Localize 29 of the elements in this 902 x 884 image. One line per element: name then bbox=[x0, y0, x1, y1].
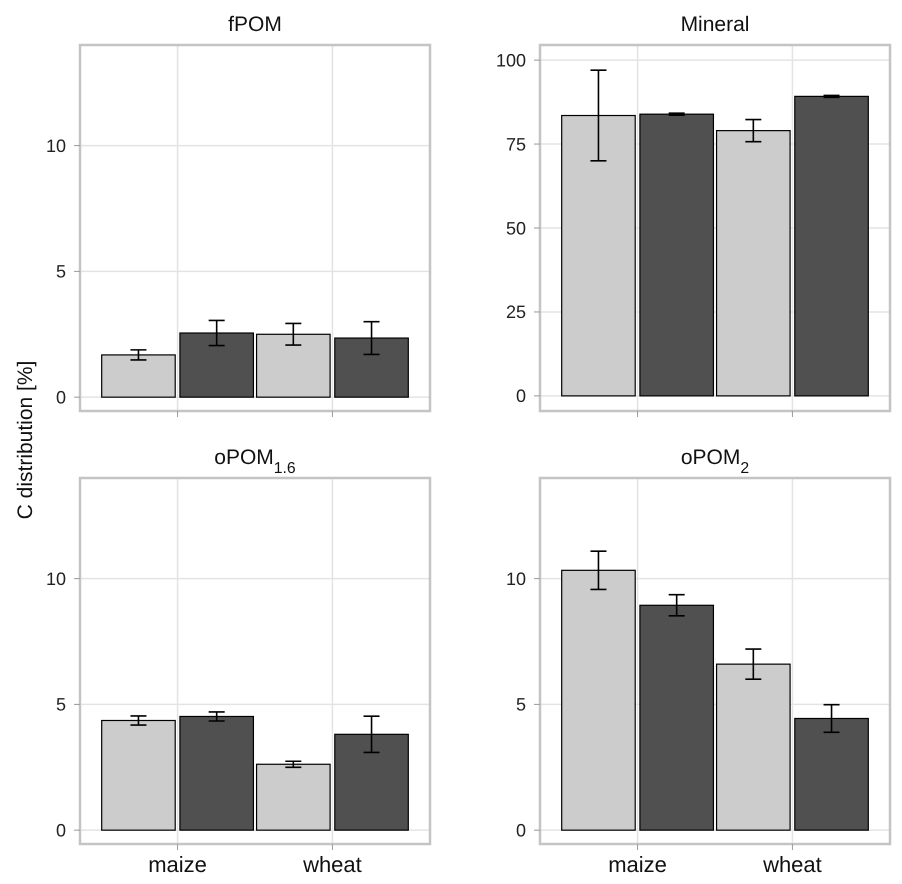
y-tick-label: 0 bbox=[56, 387, 66, 408]
chart-title: fPOM bbox=[228, 13, 282, 36]
chart-title: oPOM$_{1.6}$ bbox=[214, 446, 296, 476]
y-tick-label: 0 bbox=[516, 820, 526, 840]
x-tick-label: wheat bbox=[302, 852, 362, 877]
y-tick-label: 0 bbox=[516, 386, 526, 406]
chart-title: Mineral bbox=[680, 13, 750, 36]
chart-title: oPOM$_{2}$ bbox=[680, 446, 750, 476]
x-tick-label: wheat bbox=[762, 852, 822, 877]
x-tick-label: maize bbox=[148, 852, 207, 877]
y-tick-label: 5 bbox=[516, 694, 526, 715]
y-tick-label: 25 bbox=[506, 302, 526, 322]
x-tick-label: maize bbox=[608, 852, 667, 877]
y-tick-label: 10 bbox=[46, 136, 66, 156]
bar bbox=[794, 96, 869, 396]
y-axis-title: C distribution [%] bbox=[14, 360, 37, 520]
y-tick-label: 75 bbox=[506, 134, 526, 154]
bar bbox=[101, 354, 176, 398]
bar bbox=[639, 114, 714, 396]
bar bbox=[256, 764, 331, 831]
bar bbox=[179, 716, 254, 831]
y-tick-label: 5 bbox=[56, 262, 66, 282]
y-tick-label: 100 bbox=[496, 50, 526, 70]
bar bbox=[101, 720, 176, 831]
y-tick-label: 50 bbox=[506, 218, 526, 238]
y-tick-label: 5 bbox=[56, 694, 66, 715]
y-tick-label: 10 bbox=[46, 568, 66, 589]
y-tick-label: 10 bbox=[506, 568, 526, 589]
y-tick-label: 0 bbox=[56, 820, 66, 840]
